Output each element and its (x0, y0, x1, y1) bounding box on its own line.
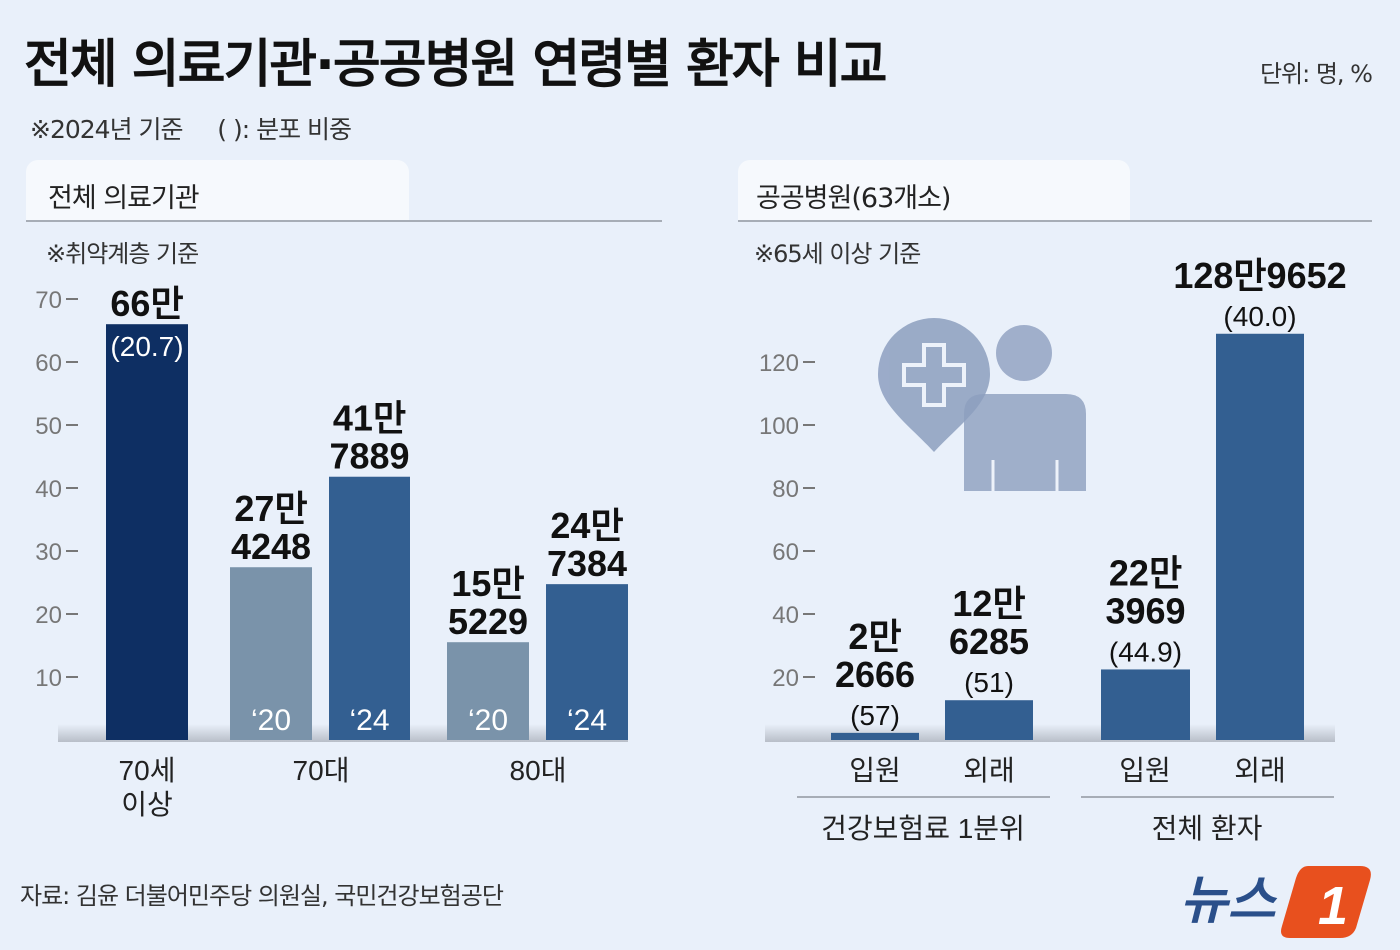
bar-value-label: 6285 (949, 621, 1029, 662)
unit-label: 단위: 명, % (1259, 60, 1373, 88)
divider (738, 220, 1372, 222)
news1-logo: 뉴스 1 (1180, 866, 1371, 938)
bar-value-label: 4248 (231, 526, 311, 567)
y-tick-label: 40 (35, 476, 62, 503)
y-tick-label: 70 (35, 287, 62, 314)
left-panel-title: 전체 의료기관 (48, 183, 200, 214)
hospital-location-pin-icon (878, 318, 990, 452)
bar (106, 324, 188, 740)
bar-value-label: 22만 (1109, 552, 1182, 593)
bar-share-label: (44.9) (1109, 636, 1182, 667)
bar-value-label: 66만 (110, 283, 183, 324)
bar-value-label: 5229 (448, 601, 528, 642)
bar-value-label: 24만 (550, 505, 623, 546)
bar-share-label: (51) (964, 667, 1014, 698)
svg-text:뉴스: 뉴스 (1180, 872, 1278, 930)
bar-value-label: 2666 (835, 654, 915, 695)
x-category-label: 외래 (1234, 755, 1286, 786)
x-category-label: 입원 (849, 755, 901, 786)
bar-share-label: (20.7) (110, 331, 183, 362)
group-label: 전체 환자 (1152, 813, 1263, 844)
bar-value-label: 15만 (451, 563, 524, 604)
x-category-label: 이상 (121, 789, 173, 820)
person-icon (964, 325, 1086, 491)
bar (546, 584, 628, 740)
bar (945, 700, 1033, 740)
source-note: 자료: 김윤 더불어민주당 의원실, 국민건강보험공단 (20, 882, 504, 910)
y-tick-label: 10 (35, 665, 62, 692)
right-panel-subtitle: ※65세 이상 기준 (754, 240, 921, 268)
y-tick-label: 60 (772, 539, 799, 566)
bar-share-label: (40.0) (1223, 301, 1296, 332)
bar (447, 642, 529, 740)
bar-share-label: (57) (850, 700, 900, 731)
group-label: 건강보험료 1분위 (821, 813, 1025, 844)
chart-title: 전체 의료기관·공공병원 연령별 환자 비교 (24, 35, 887, 95)
bar (329, 476, 410, 740)
y-tick-label: 80 (772, 476, 799, 503)
x-category-label: 80대 (510, 755, 567, 786)
bar-year-label: ‘20 (468, 704, 508, 737)
x-category-label: 70세 (119, 755, 176, 786)
y-tick-label: 50 (35, 413, 62, 440)
x-category-label: 70대 (293, 755, 350, 786)
left-panel-subtitle: ※취약계층 기준 (46, 240, 199, 268)
svg-text:1: 1 (1318, 876, 1348, 936)
bar-value-label: 7889 (329, 436, 409, 477)
base-note: ※2024년 기준 ( ): 분포 비중 (30, 115, 352, 144)
y-tick-label: 120 (759, 350, 799, 377)
y-tick-label: 100 (759, 413, 799, 440)
right-panel-title: 공공병원(63개소) (756, 183, 951, 214)
bar-value-label: 3969 (1105, 590, 1185, 631)
y-tick-label: 60 (35, 350, 62, 377)
left-panel-header (26, 160, 409, 220)
divider (26, 220, 662, 222)
bar-value-label: 41만 (333, 398, 406, 439)
bar-year-label: ‘24 (349, 704, 389, 737)
bar-value-label: 128만9652 (1173, 255, 1346, 296)
bar-value-label: 7384 (547, 543, 627, 584)
y-tick-label: 20 (35, 602, 62, 629)
y-tick-label: 30 (35, 539, 62, 566)
y-tick-label: 40 (772, 602, 799, 629)
x-category-label: 입원 (1119, 755, 1171, 786)
right-panel-header (738, 160, 1130, 220)
bar-value-label: 12만 (952, 583, 1025, 624)
bar-year-label: ‘24 (567, 704, 607, 737)
bar (831, 732, 919, 740)
bar-year-label: ‘20 (251, 704, 291, 737)
y-tick-label: 20 (772, 665, 799, 692)
bar-value-label: 27만 (234, 488, 307, 529)
bar (1101, 669, 1190, 740)
bar (230, 567, 312, 740)
bar (1216, 333, 1304, 740)
x-category-label: 외래 (963, 755, 1015, 786)
bar-value-label: 2만 (848, 616, 901, 657)
